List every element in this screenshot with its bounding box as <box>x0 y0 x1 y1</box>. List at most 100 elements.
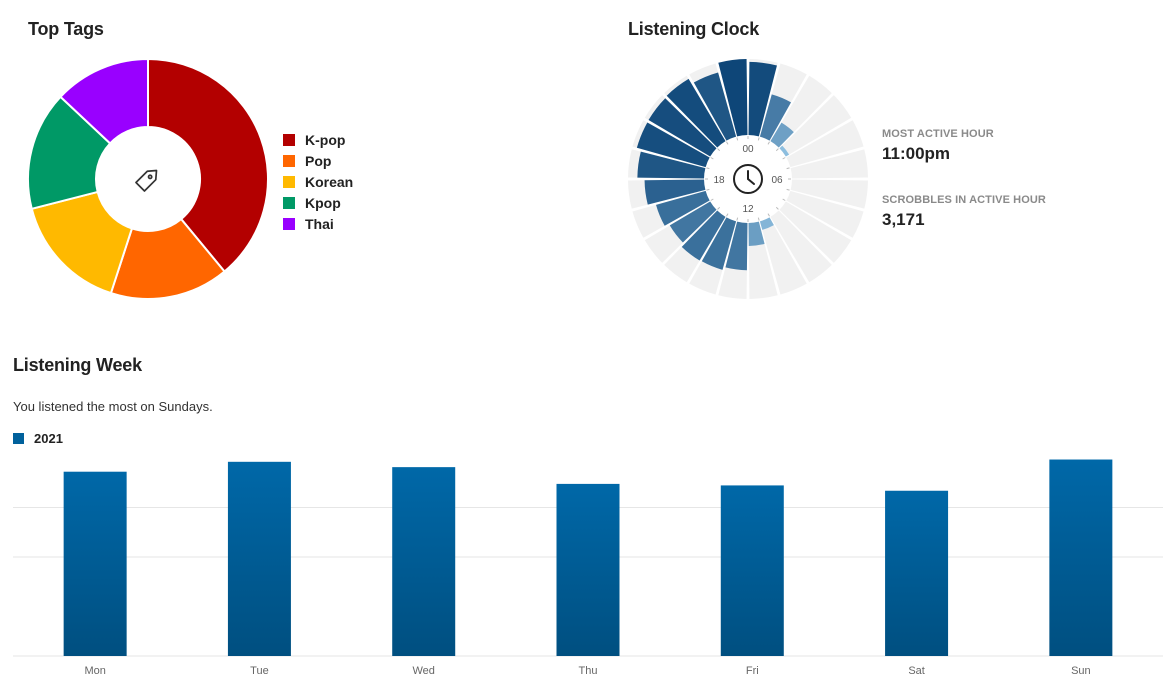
donut-slice-k-pop[interactable] <box>147 58 269 273</box>
legend-item-pop[interactable]: Pop <box>283 150 353 171</box>
x-tick-label: Tue <box>250 665 269 677</box>
clock-tick <box>706 167 710 170</box>
listening-week-legend[interactable]: 2021 <box>13 431 63 446</box>
x-tick-label: Mon <box>84 665 105 677</box>
listening-week-subtitle: You listened the most on Sundays. <box>13 399 213 414</box>
clock-tick <box>775 206 779 210</box>
scrobbles-label: SCROBBLES IN ACTIVE HOUR <box>882 194 1046 206</box>
legend-item-thai[interactable]: Thai <box>283 213 353 234</box>
tag-icon <box>135 169 158 192</box>
clock-tick <box>786 167 790 170</box>
legend-item-kpop[interactable]: Kpop <box>283 192 353 213</box>
legend-label: Kpop <box>305 194 341 211</box>
clock-tick <box>706 188 710 191</box>
legend-swatch <box>283 217 295 230</box>
clock-hour-bar-01[interactable] <box>759 94 792 141</box>
x-tick-label: Fri <box>746 665 759 677</box>
clock-tick <box>767 213 770 217</box>
legend-label: Korean <box>305 173 354 190</box>
clock-tick <box>726 141 729 145</box>
legend-item-korean[interactable]: Korean <box>283 171 353 192</box>
x-tick-label: Thu <box>579 665 598 677</box>
most-active-hour: MOST ACTIVE HOUR 11:00pm <box>882 128 994 164</box>
clock-hour-bar-11[interactable] <box>748 221 765 247</box>
legend-label: Thai <box>305 215 334 232</box>
clock-hour-track <box>790 179 868 209</box>
clock-hour-track <box>770 210 832 283</box>
clock-hour-bar-00[interactable] <box>748 61 777 137</box>
clock-tick <box>775 148 779 152</box>
week-bar-mon[interactable] <box>63 471 127 656</box>
clock-dial-label: 06 <box>771 175 783 186</box>
clock-dial-label: 18 <box>713 175 725 186</box>
clock-tick <box>710 157 714 160</box>
clock-icon <box>733 164 763 194</box>
top-tags-legend: K-pop Pop Korean Kpop Thai <box>283 129 353 234</box>
clock-hour-bar-22[interactable] <box>693 72 737 141</box>
donut-slice-korean[interactable] <box>30 190 134 295</box>
top-tags-title: Top Tags <box>28 19 104 39</box>
clock-hour-bar-18[interactable] <box>637 151 706 179</box>
clock-tick <box>717 206 721 210</box>
clock-hour-bar-12[interactable] <box>725 221 748 271</box>
clock-hour-bar-15[interactable] <box>669 201 717 243</box>
clock-dial-label: 00 <box>742 144 754 155</box>
top-tags-donut <box>27 58 269 300</box>
clock-hour-bar-23[interactable] <box>718 59 748 137</box>
clock-tick <box>782 157 786 160</box>
week-bar-sat[interactable] <box>885 490 949 656</box>
clock-hour-track <box>779 95 852 157</box>
week-bar-tue[interactable] <box>227 461 291 656</box>
listening-clock-chart: 00 06 12 18 <box>628 59 868 299</box>
clock-hour-track <box>786 190 864 238</box>
clock-hour-bar-21[interactable] <box>666 78 726 148</box>
donut-slice-thai[interactable] <box>59 58 149 145</box>
x-tick-label: Wed <box>413 665 435 677</box>
legend-swatch <box>283 133 295 146</box>
most-active-hour-value: 11:00pm <box>882 144 951 163</box>
clock-tick <box>736 137 739 141</box>
week-bar-fri[interactable] <box>720 485 784 656</box>
clock-tick <box>767 141 770 145</box>
clock-tick <box>736 217 739 221</box>
clock-hour-track <box>759 217 807 295</box>
listening-clock-title: Listening Clock <box>628 19 760 39</box>
legend-swatch <box>283 175 295 188</box>
clock-hour-track <box>790 149 868 179</box>
clock-hour-bar-14[interactable] <box>681 210 726 261</box>
scrobbles-value: 3,171 <box>882 210 925 229</box>
scrobbles-in-active-hour: SCROBBLES IN ACTIVE HOUR 3,171 <box>882 194 1046 230</box>
legend-label: Pop <box>305 152 332 169</box>
legend-swatch <box>283 196 295 209</box>
clock-hour-bar-02[interactable] <box>770 122 794 148</box>
clock-hour-bar-16[interactable] <box>656 190 710 226</box>
clock-hour-bar-19[interactable] <box>636 122 710 168</box>
clock-tick <box>757 137 760 141</box>
x-tick-label: Sat <box>908 665 925 677</box>
legend-swatch <box>283 154 295 167</box>
legend-item-k-pop[interactable]: K-pop <box>283 129 353 150</box>
clock-hour-track <box>786 120 864 168</box>
clock-hour-bar-17[interactable] <box>644 179 706 205</box>
donut-slice-pop[interactable] <box>109 217 226 300</box>
clock-hour-bar-03[interactable] <box>779 145 790 157</box>
legend-label: K-pop <box>305 131 346 148</box>
clock-tick <box>726 213 729 217</box>
clock-hour-track <box>779 201 852 263</box>
clock-hour-bar-20[interactable] <box>648 98 717 157</box>
clock-hour-bar-10[interactable] <box>759 217 774 230</box>
legend-swatch <box>13 433 24 444</box>
legend-series-name: 2021 <box>34 431 63 446</box>
clock-tick <box>717 148 721 152</box>
listening-week-chart: Mon Tue Wed Thu Fri Sat Sun <box>13 459 1163 677</box>
week-bar-sun[interactable] <box>1049 459 1113 656</box>
clock-tick <box>710 198 714 201</box>
clock-hour-bar-13[interactable] <box>701 217 737 270</box>
x-tick-label: Sun <box>1071 665 1091 677</box>
week-bar-thu[interactable] <box>556 483 620 656</box>
clock-tick <box>782 198 786 201</box>
clock-dial-label: 12 <box>742 204 754 215</box>
most-active-hour-label: MOST ACTIVE HOUR <box>882 128 994 140</box>
week-bar-wed[interactable] <box>392 467 456 656</box>
listening-week-title: Listening Week <box>13 355 142 375</box>
